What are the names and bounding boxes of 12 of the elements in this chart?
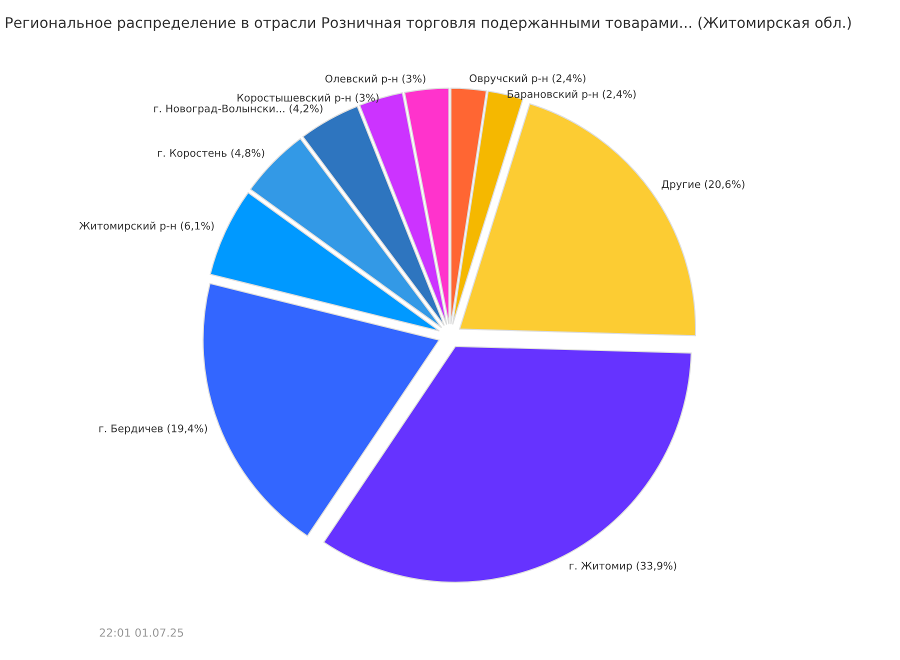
slice-label: г. Новоград-Волынски... (4,2%) (154, 104, 322, 114)
slice-label: Другие (20,6%) (662, 180, 744, 190)
slice-label: Овручский р-н (2,4%) (470, 74, 586, 84)
chart-title: Региональное распределение в отрасли Розничная торговля подержанными товарами... (Житомирская обл.) (6, 16, 851, 31)
slice-label: г. Коростень (4,8%) (158, 148, 264, 159)
slice-label: г. Житомир (33,9%) (570, 562, 676, 572)
slice-label: Житомирский р-н (6,1%) (79, 222, 214, 232)
slice-label: Барановский р-н (2,4%) (508, 90, 636, 100)
slice-label: г. Бердичев (19,4%) (99, 424, 207, 434)
slice-label: Коростышевский р-н (3%) (238, 94, 379, 104)
text: 22:01 01.07.25 (100, 628, 184, 637)
slice-label: Олевский р-н (3%) (325, 74, 426, 85)
